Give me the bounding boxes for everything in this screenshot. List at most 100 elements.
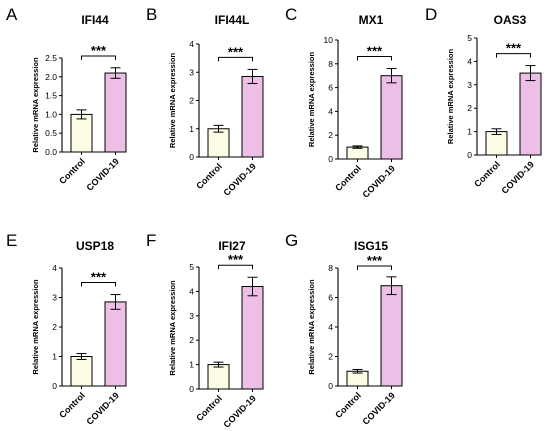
y-tick-label: 1.5: [45, 91, 57, 101]
panel-letter: D: [425, 5, 437, 24]
y-tick-label: 3: [189, 67, 194, 77]
bar-control: [207, 364, 230, 390]
y-tick-label: 10: [324, 35, 334, 45]
chart-title: IFI44L: [215, 13, 250, 27]
y-tick-label: 5: [467, 33, 472, 43]
chart-title: MX1: [359, 13, 384, 27]
significance-bracket: [496, 53, 531, 58]
panel-letter: C: [285, 5, 297, 24]
y-tick-label: 4: [189, 39, 194, 49]
significance-label: ***: [367, 253, 383, 268]
y-axis-label: Relative mRNA expression: [307, 279, 316, 375]
bar-covid19: [380, 75, 403, 160]
panel-letter: F: [146, 231, 156, 250]
y-tick-label: 2: [328, 352, 333, 362]
y-axis-label: Relative mRNA expression: [168, 280, 177, 376]
y-tick-label: 2: [52, 322, 57, 332]
x-category-label: COVID-19: [84, 390, 120, 426]
y-tick-label: 0: [189, 384, 194, 394]
panel-letter: B: [146, 5, 157, 24]
y-tick-label: 3: [52, 293, 57, 303]
y-tick-label: 6: [328, 83, 333, 93]
y-axis-label: Relative mRNA expression: [31, 279, 40, 375]
x-category-label: COVID-19: [499, 159, 535, 195]
panel-letter: G: [285, 231, 298, 250]
bar-covid19: [241, 286, 264, 390]
y-tick-label: 1: [52, 352, 57, 362]
significance-label: ***: [91, 43, 107, 58]
y-axis-label: Relative mRNA expression: [168, 53, 177, 149]
panel-letter: E: [6, 231, 17, 250]
chart-title: ISG15: [354, 239, 388, 253]
y-axis-label: Relative mRNA expression: [307, 52, 316, 148]
significance-bracket: [81, 55, 116, 60]
bar-control: [70, 356, 93, 387]
y-tick-label: 0: [467, 150, 472, 160]
y-tick-label: 4: [328, 322, 333, 332]
chart-title: IFI44: [81, 13, 109, 27]
y-tick-label: 1.0: [45, 109, 57, 119]
chart-panel-e: E USP18 Relative mRNA expression 0 1 2 3 4 Contr…: [6, 231, 127, 427]
y-tick-label: 0: [328, 154, 333, 164]
y-tick-label: 1: [189, 360, 194, 370]
chart-title: OAS3: [494, 13, 527, 27]
significance-bracket: [81, 282, 116, 287]
y-tick-label: 3: [189, 311, 194, 321]
x-category-label: COVID-19: [221, 393, 257, 429]
chart-title: USP18: [76, 239, 114, 253]
y-tick-label: 5: [189, 262, 194, 272]
x-category-label: Control: [57, 390, 87, 420]
y-tick-label: 8: [328, 59, 333, 69]
y-tick-label: 4: [52, 263, 57, 273]
significance-label: ***: [228, 44, 244, 59]
y-axis-label: Relative mRNA expression: [31, 57, 40, 153]
significance-bracket: [357, 265, 392, 270]
x-category-label: Control: [472, 159, 502, 189]
bar-covid19: [519, 72, 542, 156]
y-axis-label: Relative mRNA expression: [446, 49, 455, 145]
x-category-label: COVID-19: [360, 163, 396, 199]
bar-control: [207, 128, 230, 158]
x-category-label: Control: [57, 156, 87, 186]
chart-panel-c: C MX1 Relative mRNA expression 0 2 4 6 8 10 Contr…: [285, 5, 403, 200]
x-category-label: COVID-19: [84, 156, 120, 192]
bar-control: [346, 146, 369, 160]
chart-panel-g: G ISG15 Relative mRNA expression 0 2 4 6 8 Contr…: [285, 231, 403, 427]
y-tick-label: 4: [189, 286, 194, 296]
bar-control: [70, 113, 93, 153]
y-tick-label: 2.0: [45, 72, 57, 82]
bar-covid19: [241, 75, 264, 158]
panel-letter: A: [6, 5, 18, 24]
significance-label: ***: [506, 41, 522, 56]
significance-bracket: [357, 56, 392, 61]
chart-panel-a: A IFI44 Relative mRNA expression 0.0 0.5 1.0 1…: [6, 5, 127, 193]
x-category-label: COVID-19: [221, 161, 257, 197]
y-tick-label: 0: [189, 152, 194, 162]
significance-bracket: [218, 56, 253, 62]
significance-label: ***: [228, 252, 244, 267]
significance-label: ***: [367, 44, 383, 59]
significance-label: ***: [91, 270, 107, 285]
x-category-label: Control: [194, 393, 224, 423]
y-tick-label: 4: [467, 56, 472, 66]
y-tick-label: 1: [467, 127, 472, 137]
bar-covid19: [104, 301, 127, 387]
y-tick-label: 1: [189, 124, 194, 134]
x-category-label: Control: [333, 163, 363, 193]
bar-covid19: [380, 285, 403, 387]
chart-panel-f: F IFI27 Relative mRNA expression 0 1 2 3 4 5 Cont…: [146, 231, 264, 430]
y-tick-label: 2: [189, 96, 194, 106]
y-tick-label: 3: [467, 80, 472, 90]
x-category-label: Control: [333, 390, 363, 420]
chart-title: IFI27: [218, 239, 246, 253]
y-tick-label: 0.0: [45, 147, 57, 157]
y-tick-label: 2: [189, 335, 194, 345]
chart-panel-b: B IFI44L Relative mRNA expression 0 1 2 3 4 Cont…: [146, 5, 264, 198]
significance-bracket: [218, 264, 253, 270]
bar-control: [485, 131, 508, 156]
x-category-label: COVID-19: [360, 390, 396, 426]
x-category-label: Control: [194, 161, 224, 191]
y-tick-label: 0: [328, 381, 333, 391]
y-tick-label: 2.5: [45, 53, 57, 63]
